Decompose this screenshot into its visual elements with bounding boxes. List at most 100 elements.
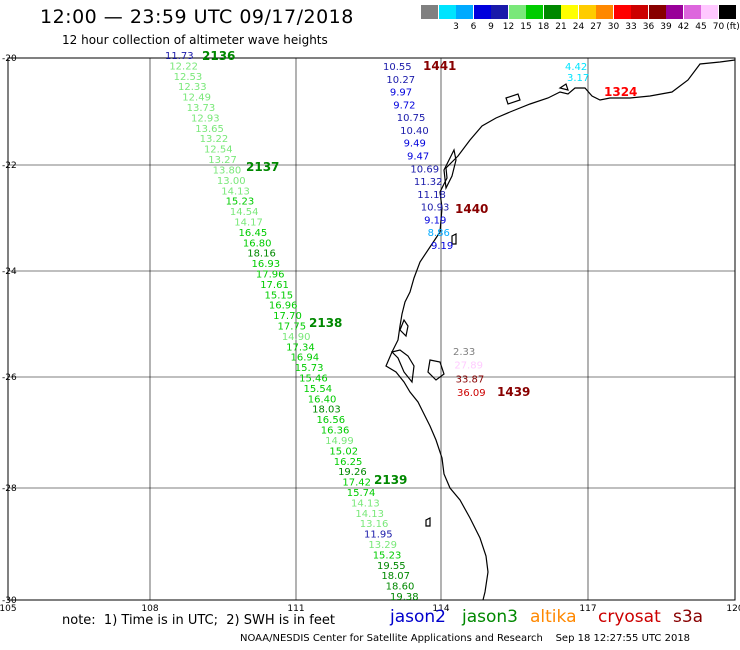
wave-height-value: 17.42 <box>342 478 371 489</box>
scale-label: 45 <box>695 22 707 32</box>
wave-height-value: 14.13 <box>221 186 250 197</box>
wave-height-value: 17.34 <box>286 342 315 353</box>
wave-height-value: 12.49 <box>182 93 211 104</box>
satellite-legend-item: s3a <box>673 607 704 627</box>
wave-height-value: 10.55 <box>383 62 412 73</box>
wave-height-value: 15.74 <box>347 488 376 499</box>
wave-height-value: 15.46 <box>299 374 328 385</box>
wave-height-value: 15.23 <box>226 197 255 208</box>
wave-height-value: 15.02 <box>329 446 358 457</box>
longitude-label: 108 <box>141 604 158 614</box>
wave-height-value: 12.22 <box>169 61 198 72</box>
page-subtitle: 12 hour collection of altimeter wave hei… <box>62 33 328 47</box>
wave-height-value: 3.17 <box>567 73 589 84</box>
wave-height-value: 12.54 <box>204 145 233 156</box>
wave-height-value: 14.99 <box>325 436 354 447</box>
wave-height-value: 13.65 <box>195 124 224 135</box>
graticule <box>7 57 736 601</box>
longitude-label: 114 <box>432 604 449 614</box>
pass-label: 1440 <box>455 202 488 216</box>
scale-unit-label: (ft) <box>726 22 740 32</box>
scale-label: 33 <box>625 22 637 32</box>
wave-height-value: 16.56 <box>316 415 345 426</box>
wave-height-value: 15.54 <box>303 384 332 395</box>
scale-swatch <box>718 5 736 19</box>
scale-swatch <box>561 5 578 19</box>
wave-height-value: 17.61 <box>260 280 289 291</box>
wave-height-value: 14.13 <box>351 498 380 509</box>
wave-height-value: 16.36 <box>321 426 350 437</box>
wave-height-value: 19.55 <box>377 561 406 572</box>
latitude-label: -22 <box>2 161 17 171</box>
pass-label: 1324 <box>604 85 637 99</box>
satellite-legend-item: jason2 <box>390 607 446 627</box>
wave-height-value: 15.73 <box>295 363 324 374</box>
scale-label: 15 <box>520 22 532 32</box>
wave-height-value: 16.94 <box>290 353 319 364</box>
scale-label: 27 <box>590 22 602 32</box>
wave-height-value: 14.90 <box>282 332 311 343</box>
longitude-label: 117 <box>579 604 596 614</box>
scale-label: 36 <box>642 22 655 32</box>
pass-label: 1439 <box>497 385 530 399</box>
scale-swatch <box>596 5 613 19</box>
scale-label: 21 <box>555 22 567 32</box>
wave-height-value: 18.16 <box>247 249 276 260</box>
scale-swatch <box>631 5 648 19</box>
wave-height-value: 11.18 <box>417 190 446 201</box>
scale-swatch <box>648 5 666 19</box>
wave-height-value: 9.47 <box>407 152 429 163</box>
wave-height-value: 9.97 <box>390 88 412 99</box>
pass-labels: 2136 2137 2138 2139 1441 1440 1439 1324 <box>202 49 637 487</box>
scale-label: 12 <box>502 22 515 32</box>
longitude-label: 105 <box>0 604 17 614</box>
wave-height-value: 10.75 <box>397 113 426 124</box>
latitude-labels: -20 -22 -24 -26 -28 -30 <box>2 54 17 606</box>
wave-height-value: 13.16 <box>360 519 389 530</box>
pass-label: 2136 <box>202 49 235 63</box>
scale-label: 6 <box>470 22 477 32</box>
wave-height-value: 8.86 <box>428 228 450 239</box>
pass-label: 2138 <box>309 316 342 330</box>
scale-swatch <box>473 5 491 19</box>
satellite-legend-item: cryosat <box>598 607 661 627</box>
wave-height-value: 16.40 <box>308 394 337 405</box>
wave-height-value: 10.69 <box>410 164 439 175</box>
wave-height-value: 11.73 <box>165 51 194 62</box>
latitude-label: -28 <box>2 484 17 494</box>
wave-height-value: 13.73 <box>187 103 216 114</box>
wave-height-value: 14.54 <box>230 207 259 218</box>
scale-label: 18 <box>537 22 550 32</box>
wave-height-value: 19.38 <box>390 592 419 603</box>
wave-height-value: 18.07 <box>381 571 410 582</box>
wave-height-value: 13.80 <box>213 165 242 176</box>
scale-swatch <box>526 5 543 19</box>
wave-height-value: 19.26 <box>338 467 367 478</box>
scale-label: 9 <box>488 22 494 32</box>
footer-credit: NOAA/NESDIS Center for Satellite Applica… <box>240 633 691 644</box>
wave-height-value: 13.29 <box>368 540 397 551</box>
wave-height-value: 16.93 <box>252 259 281 270</box>
scale-swatch <box>666 5 683 19</box>
wave-height-value: 33.87 <box>456 374 485 385</box>
latitude-label: -30 <box>2 596 17 606</box>
wave-height-value: 9.49 <box>404 139 426 150</box>
latitude-label: -26 <box>2 373 17 383</box>
scale-swatch <box>456 5 473 19</box>
wave-height-value: 9.19 <box>424 215 446 226</box>
wave-height-value: 12.93 <box>191 113 220 124</box>
coastline <box>385 59 736 601</box>
satellite-legend-item: jason3 <box>462 607 518 627</box>
latitude-label: -20 <box>2 54 17 64</box>
wave-height-value: 18.60 <box>386 582 415 593</box>
scale-swatch <box>491 5 508 19</box>
wave-height-value: 36.09 <box>457 388 486 399</box>
wave-height-value: 13.00 <box>217 176 246 187</box>
scale-swatch <box>543 5 561 19</box>
scale-label: 3 <box>453 22 459 32</box>
wave-height-value: 16.96 <box>269 301 298 312</box>
longitude-labels: 105 108 111 114 117 120 <box>0 604 740 614</box>
scale-label: 70 <box>712 22 725 32</box>
pass-label: 2137 <box>246 160 279 174</box>
